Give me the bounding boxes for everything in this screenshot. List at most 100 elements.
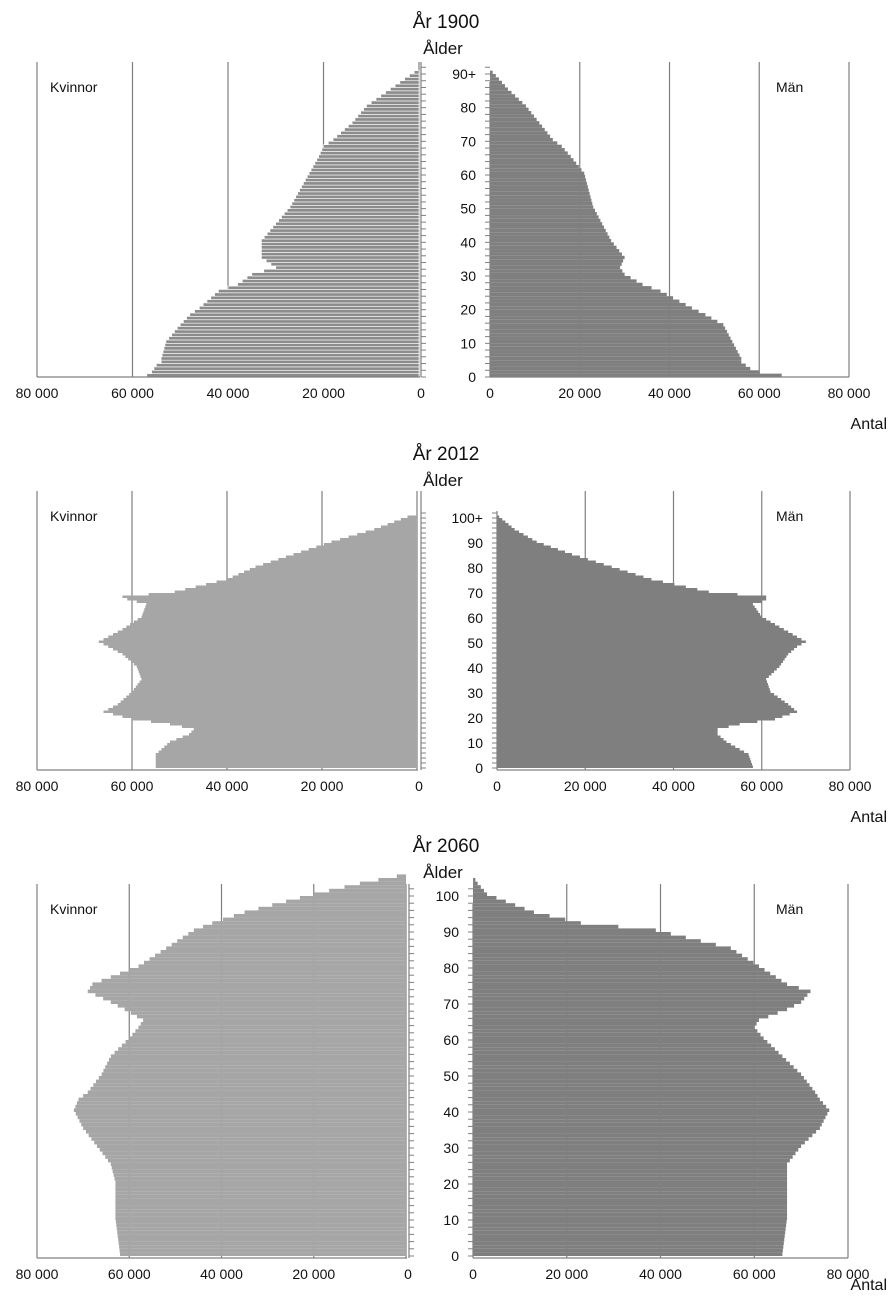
female-bar: [390, 87, 420, 92]
male-bar: [473, 917, 566, 922]
female-bar: [75, 1112, 407, 1116]
male-bar: [490, 195, 591, 199]
female-bar: [275, 221, 420, 226]
female-bar: [323, 144, 420, 149]
pyramid-panel-3: År 2060 Ålder 0 10 20 30 40 50 60 70 80 90 100 80 000…: [16, 836, 887, 1294]
male-bar: [497, 623, 775, 626]
female-bar: [195, 585, 417, 588]
male-bar: [497, 583, 675, 586]
female-bar: [123, 698, 417, 701]
female-bar: [301, 550, 417, 553]
female-bar: [133, 688, 417, 691]
male-bar: [497, 763, 753, 766]
male-bar: [473, 1212, 788, 1217]
age-tick-label: 80: [467, 560, 483, 576]
male-bar: [490, 215, 599, 219]
female-bar: [120, 700, 417, 703]
age-tick-label: 100+: [451, 510, 483, 526]
male-bar: [497, 645, 798, 648]
male-bar: [497, 765, 753, 768]
male-bar: [497, 700, 785, 703]
male-bar: [473, 996, 805, 1001]
female-bar: [193, 928, 406, 932]
female-bar: [113, 705, 417, 708]
female-bar: [137, 668, 417, 671]
female-bar: [171, 332, 420, 337]
age-tick-label: 60: [460, 167, 476, 183]
male-bar: [473, 1086, 813, 1091]
female-bar: [344, 885, 406, 889]
male-bar: [473, 1104, 827, 1109]
male-bar: [497, 635, 798, 638]
male-bar: [473, 1191, 788, 1195]
male-bar: [473, 921, 581, 925]
female-bar: [108, 645, 417, 648]
female-bar: [125, 1040, 406, 1044]
male-bar: [497, 555, 580, 558]
male-bar: [497, 680, 768, 683]
male-bar: [473, 1090, 816, 1094]
female-bar: [126, 695, 418, 698]
male-bar: [490, 289, 661, 293]
female-bar: [258, 906, 406, 911]
male-bar: [473, 896, 497, 900]
female-bar: [144, 960, 406, 965]
male-bar: [473, 1166, 788, 1170]
female-bar: [129, 968, 406, 972]
male-bar: [497, 655, 787, 658]
female-bar: [103, 643, 417, 646]
male-bar: [473, 1000, 802, 1004]
male-bar: [497, 613, 760, 616]
male-bar: [490, 245, 617, 250]
female-label: Kvinnor: [50, 508, 98, 524]
female-bar: [73, 1108, 407, 1112]
female-bar: [101, 978, 406, 983]
male-bar: [497, 588, 698, 591]
male-bar: [473, 1101, 823, 1105]
male-bar: [497, 660, 783, 663]
female-bar: [261, 255, 420, 260]
female-bar: [119, 1245, 406, 1249]
male-bar: [490, 299, 680, 303]
male-bar: [473, 1011, 778, 1015]
male-x-tick-label: 60 000: [740, 778, 783, 794]
male-bar: [497, 678, 767, 681]
female-bar: [194, 309, 420, 314]
female-bar: [348, 124, 420, 129]
female-bar: [146, 603, 417, 606]
male-bar: [473, 1169, 788, 1174]
age-tick-label: 20: [443, 1176, 459, 1192]
female-bar: [218, 289, 420, 294]
female-x-tick-label: 40 000: [206, 778, 249, 794]
female-bar: [93, 1083, 407, 1087]
female-bar: [83, 1126, 406, 1130]
male-bar: [473, 1058, 787, 1062]
male-bar: [490, 296, 674, 300]
male-bar: [473, 1076, 804, 1080]
age-tick-label: 10: [460, 335, 476, 351]
female-bar: [115, 1184, 406, 1188]
male-bar: [490, 323, 724, 327]
female-label: Kvinnor: [50, 79, 98, 95]
female-bar: [103, 710, 417, 713]
female-bar: [357, 533, 417, 536]
female-bar: [413, 70, 420, 75]
male-bar: [473, 1108, 830, 1112]
male-bar: [490, 353, 740, 357]
male-bar: [490, 309, 699, 314]
male-label: Män: [776, 901, 803, 917]
female-bar: [113, 633, 417, 636]
male-bar: [497, 540, 537, 543]
male-bar: [497, 515, 500, 518]
female-bar: [124, 1007, 406, 1012]
female-bar: [155, 760, 417, 763]
male-bar: [473, 1054, 783, 1058]
count-axis-title: Antal: [851, 809, 887, 826]
female-bar: [153, 366, 420, 371]
female-bar: [140, 675, 418, 678]
male-x-tick-label: 40 000: [652, 778, 695, 794]
female-bar: [214, 292, 420, 297]
male-bar: [473, 1148, 799, 1152]
age-tick-label: 50: [467, 635, 483, 651]
female-bar: [115, 1202, 406, 1206]
